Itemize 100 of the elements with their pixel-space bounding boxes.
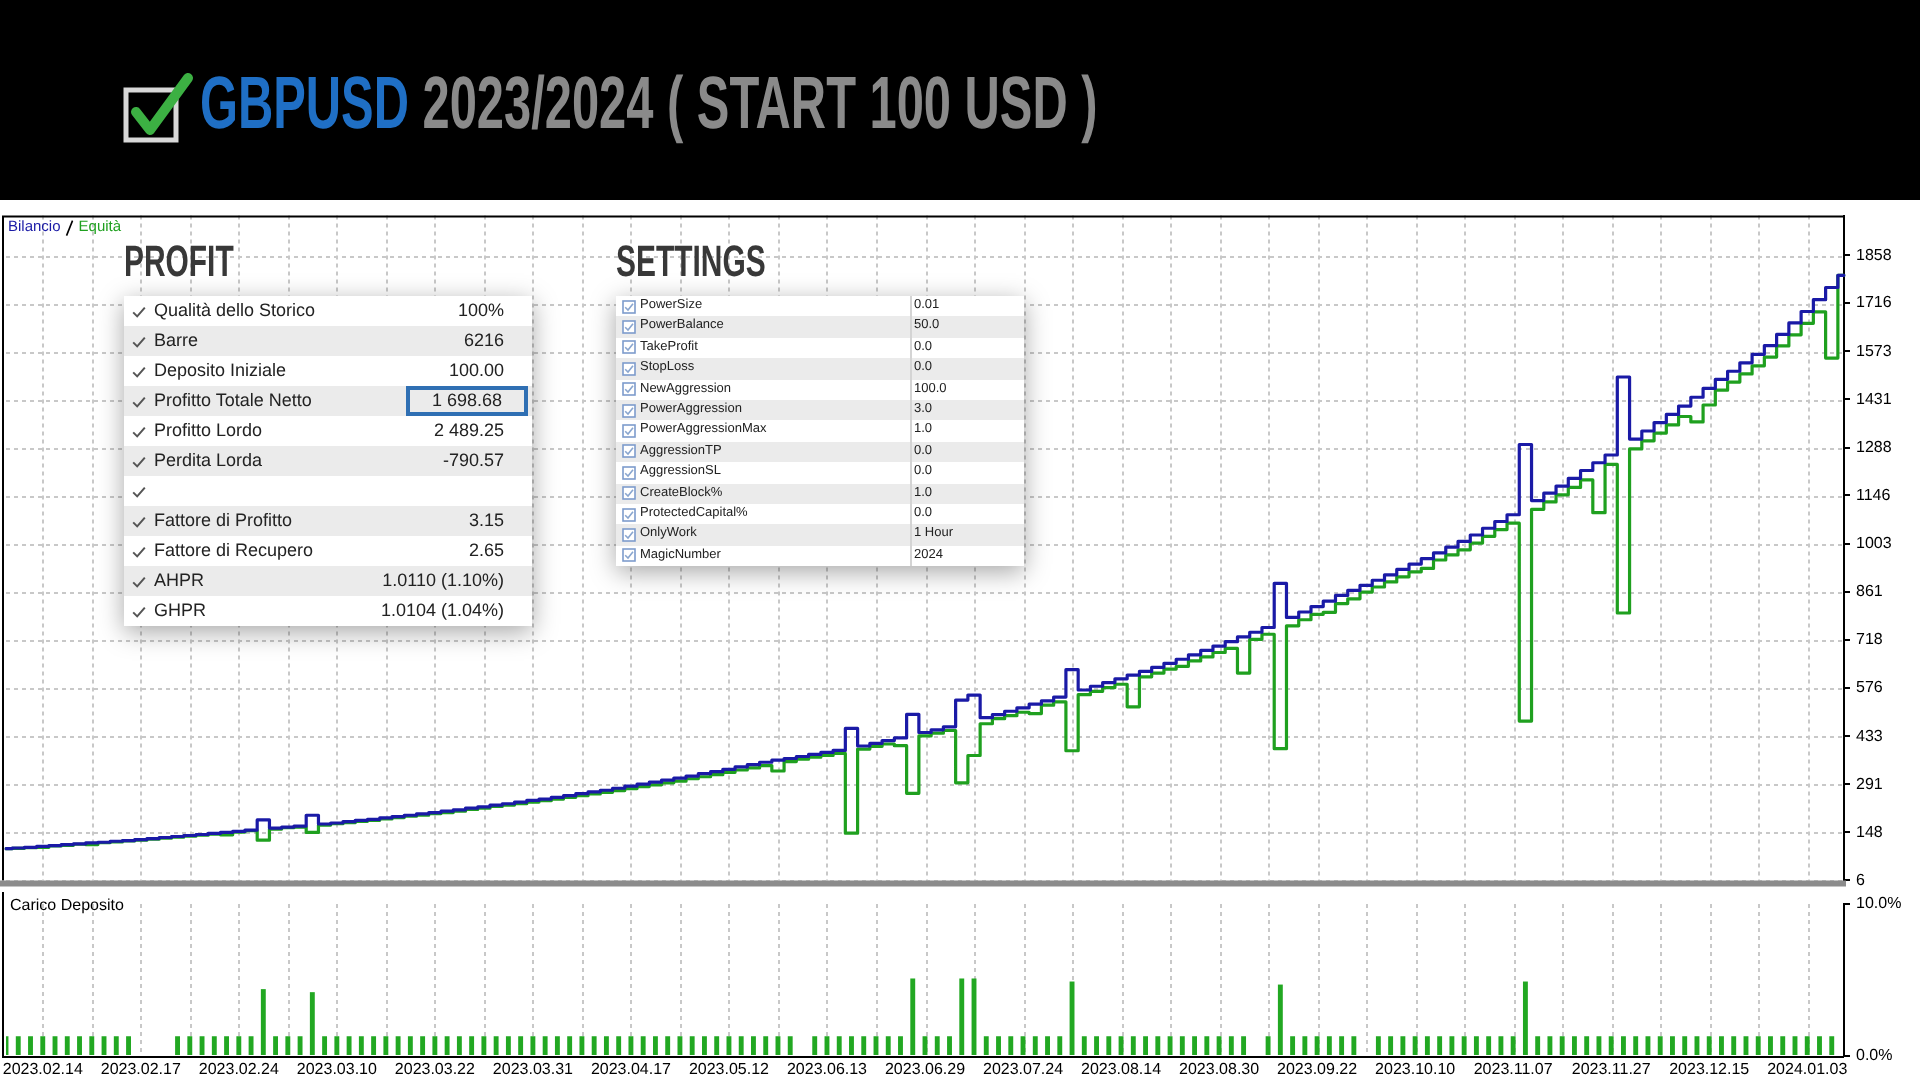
- annotation: 2.65: [468, 538, 504, 564]
- bar: [199, 1036, 205, 1055]
- chart-title: GBPUSD 2023/2024 ( START 100 USD ): [200, 62, 1098, 144]
- bar: [934, 1036, 940, 1055]
- annotation: 1 698.68: [406, 386, 528, 416]
- bar: [1143, 1036, 1149, 1055]
- bar: [371, 1036, 377, 1055]
- bar: [812, 1036, 818, 1055]
- annotation: Profitto Lordo: [154, 418, 263, 444]
- bar: [1596, 1036, 1602, 1055]
- bar: [126, 1036, 131, 1055]
- bar: [334, 1036, 340, 1055]
- bar: [1608, 1036, 1614, 1055]
- bar: [383, 1036, 389, 1055]
- bar: [273, 1036, 279, 1055]
- x-tick-label: 2023.02.24: [198, 1060, 280, 1079]
- bar: [640, 1036, 646, 1055]
- bar: [861, 1036, 867, 1055]
- bar: [285, 1036, 291, 1055]
- y-tick-label: 1858: [1856, 245, 1893, 264]
- x-tick-label: 2024.01.03: [1767, 1060, 1849, 1079]
- bar: [1559, 1036, 1565, 1055]
- bar: [652, 1036, 658, 1055]
- bar: [1535, 1036, 1541, 1055]
- bar: [1412, 1036, 1418, 1055]
- bar: [236, 1036, 242, 1055]
- x-tick-label: 2023.03.22: [394, 1060, 476, 1079]
- bar: [420, 1036, 426, 1055]
- bar: [1375, 1036, 1381, 1055]
- bar: [836, 1036, 842, 1055]
- bar: [1780, 1036, 1786, 1055]
- annotation: 100%: [457, 298, 504, 324]
- bar: [1094, 1036, 1099, 1055]
- annotation: 6216: [463, 328, 504, 354]
- bar: [1571, 1036, 1577, 1055]
- bar: [1768, 1036, 1773, 1055]
- bar: [15, 1036, 21, 1055]
- x-tick-label: 2023.02.14: [2, 1060, 84, 1079]
- bar: [1326, 1036, 1332, 1055]
- text: PROFIT: [124, 236, 234, 286]
- bar: [1657, 1036, 1663, 1055]
- bar: [628, 1036, 634, 1055]
- bar: [1155, 1036, 1161, 1055]
- bar: [1351, 1036, 1357, 1055]
- bar: [1584, 1036, 1590, 1055]
- x-tick-label: 2023.11.07: [1473, 1060, 1554, 1079]
- bar: [701, 1036, 707, 1055]
- bar: [751, 1036, 756, 1055]
- bar: [248, 1036, 254, 1055]
- bar: [1620, 1036, 1626, 1055]
- bar: [407, 1036, 413, 1055]
- text: SETTINGS: [616, 236, 766, 286]
- bar: [1829, 1036, 1835, 1055]
- bar: [1461, 1036, 1467, 1055]
- bar: [983, 1036, 989, 1055]
- bar: [1081, 1036, 1087, 1055]
- x-tick-label: 2023.07.24: [982, 1060, 1065, 1079]
- bar: [309, 992, 315, 1055]
- bar: [1032, 1036, 1038, 1055]
- bar: [1706, 1036, 1712, 1055]
- bar: [849, 1036, 854, 1055]
- bar: [1216, 1036, 1222, 1055]
- bar: [64, 1036, 70, 1055]
- annotation: GHPR: [154, 598, 207, 624]
- bar: [1290, 1036, 1296, 1055]
- x-tick-label: 2023.03.10: [296, 1060, 378, 1079]
- x-tick-label: 2023.06.13: [786, 1060, 869, 1079]
- x-tick-label: 2023.08.30: [1179, 1060, 1261, 1079]
- y-tick-label: 861: [1856, 582, 1884, 601]
- bar: [1118, 1036, 1124, 1055]
- bar: [726, 1036, 732, 1055]
- annotation: Profitto Totale Netto: [154, 388, 312, 414]
- bar: [481, 1036, 487, 1055]
- bar: [1130, 1036, 1136, 1055]
- bar: [456, 1036, 462, 1055]
- y-tick-label: 1003: [1856, 534, 1893, 553]
- bar: [28, 1036, 33, 1055]
- x-tick-label: 2023.11.27: [1571, 1060, 1652, 1079]
- bar: [947, 1036, 952, 1055]
- annotation: Barre: [154, 328, 199, 354]
- bar: [579, 1036, 585, 1055]
- bar: [1228, 1036, 1234, 1055]
- y-tick-label: 1431: [1856, 389, 1893, 408]
- annotation: Qualità dello Storico: [154, 298, 316, 324]
- bar: [1008, 1036, 1014, 1055]
- annotation: Deposito Iniziale: [154, 358, 287, 384]
- annotation: Fattore di Recupero: [154, 538, 314, 564]
- bar: [910, 978, 916, 1055]
- x-tick-label: 2023.10.10: [1375, 1060, 1457, 1079]
- bar: [1817, 1036, 1822, 1055]
- x-tick-label: 2023.04.17: [590, 1060, 673, 1079]
- bar: [1106, 1036, 1112, 1055]
- bar: [432, 1036, 438, 1055]
- bar: [567, 1036, 573, 1055]
- bar: [1670, 1036, 1675, 1055]
- bar: [1437, 1036, 1443, 1055]
- bar: [591, 1036, 597, 1055]
- bar: [1498, 1036, 1504, 1055]
- bar: [1057, 1036, 1063, 1055]
- bar: [1241, 1036, 1247, 1055]
